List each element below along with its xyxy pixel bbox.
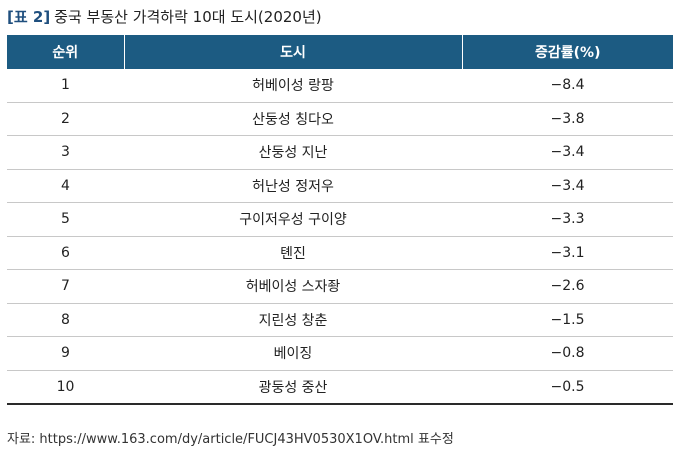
price-decline-table: 순위 도시 증감률(%) 1 허베이성 랑팡 −8.4 2 산둥성 칭다오 −3… [7, 35, 673, 405]
table-number-label: [표 2] [7, 8, 51, 26]
change-rate-cell: −3.1 [462, 236, 673, 270]
city-cell: 지린성 창춘 [124, 303, 462, 337]
rank-cell: 8 [7, 303, 124, 337]
table-row: 9 베이징 −0.8 [7, 336, 673, 371]
rank-cell: 4 [7, 169, 124, 203]
rank-cell: 10 [7, 370, 124, 405]
table-title-text: 중국 부동산 가격하락 10대 도시(2020년) [54, 8, 322, 26]
change-rate-cell: −0.8 [462, 336, 673, 371]
change-rate-cell: −3.8 [462, 102, 673, 136]
table-row: 7 허베이성 스자좡 −2.6 [7, 269, 673, 304]
table-row: 1 허베이성 랑팡 −8.4 [7, 69, 673, 103]
header-rank: 순위 [7, 35, 124, 69]
table-row: 3 산둥성 지난 −3.4 [7, 135, 673, 170]
table-header-row: 순위 도시 증감률(%) [7, 35, 673, 69]
table-row: 10 광둥성 중산 −0.5 [7, 370, 673, 405]
rank-cell: 9 [7, 336, 124, 371]
rank-cell: 7 [7, 269, 124, 304]
rank-cell: 6 [7, 236, 124, 270]
rank-cell: 1 [7, 69, 124, 103]
table-row: 6 톈진 −3.1 [7, 236, 673, 270]
change-rate-cell: −1.5 [462, 303, 673, 337]
change-rate-cell: −3.4 [462, 135, 673, 170]
header-change-rate: 증감률(%) [461, 35, 673, 69]
city-cell: 허베이성 스자좡 [124, 269, 462, 304]
change-rate-cell: −0.5 [462, 370, 673, 405]
header-city: 도시 [123, 35, 462, 69]
table-row: 4 허난성 정저우 −3.4 [7, 169, 673, 203]
rank-cell: 2 [7, 102, 124, 136]
change-rate-cell: −8.4 [462, 69, 673, 103]
rank-cell: 5 [7, 202, 124, 237]
change-rate-cell: −3.3 [462, 202, 673, 237]
city-cell: 산둥성 칭다오 [124, 102, 462, 136]
city-cell: 베이징 [124, 336, 462, 371]
city-cell: 톈진 [124, 236, 462, 270]
change-rate-cell: −2.6 [462, 269, 673, 304]
city-cell: 광둥성 중산 [124, 370, 462, 405]
table-row: 8 지린성 창춘 −1.5 [7, 303, 673, 337]
city-cell: 허베이성 랑팡 [124, 69, 462, 103]
table-title: [표 2] 중국 부동산 가격하락 10대 도시(2020년) [7, 4, 322, 30]
change-rate-cell: −3.4 [462, 169, 673, 203]
table-row: 5 구이저우성 구이양 −3.3 [7, 202, 673, 237]
city-cell: 산둥성 지난 [124, 135, 462, 170]
city-cell: 허난성 정저우 [124, 169, 462, 203]
rank-cell: 3 [7, 135, 124, 170]
city-cell: 구이저우성 구이양 [124, 202, 462, 237]
source-note: 자료: https://www.163.com/dy/article/FUCJ4… [7, 432, 454, 447]
table-row: 2 산둥성 칭다오 −3.8 [7, 102, 673, 136]
